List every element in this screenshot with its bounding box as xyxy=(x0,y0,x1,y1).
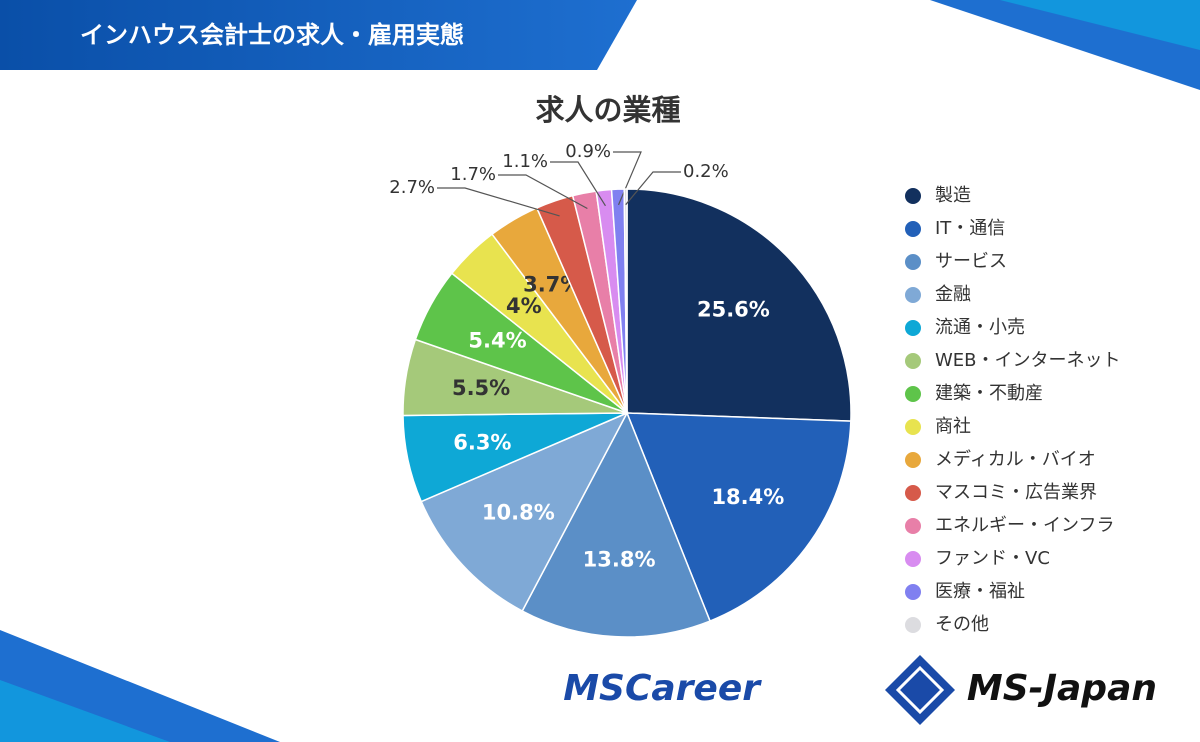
leader-line xyxy=(437,187,560,217)
legend-swatch xyxy=(905,353,921,369)
pie-slice xyxy=(623,188,628,414)
pie-slice xyxy=(521,411,712,638)
decor xyxy=(1000,0,1200,50)
legend-label: 建築・不動産 xyxy=(935,383,1043,404)
legend-label: 医療・福祉 xyxy=(935,581,1025,602)
data-label: 13.8% xyxy=(583,548,656,572)
legend-swatch xyxy=(905,518,921,534)
logo: MS-Japan xyxy=(967,668,1157,709)
legend-label: 金融 xyxy=(935,284,971,305)
pie-slice xyxy=(420,411,629,613)
data-label: 4% xyxy=(506,294,542,318)
leader-line xyxy=(625,171,681,206)
legend-swatch xyxy=(905,287,921,303)
data-label: 5.5% xyxy=(452,376,510,400)
pie-slice xyxy=(625,412,852,623)
leader-line xyxy=(550,161,606,207)
data-label: 0.9% xyxy=(565,141,611,162)
legend-swatch xyxy=(905,254,921,270)
chart-title: 求人の業種 xyxy=(535,93,680,127)
legend-label: ファンド・VC xyxy=(935,548,1050,569)
legend-swatch xyxy=(905,221,921,237)
legend-swatch xyxy=(905,188,921,204)
legend-label: その他 xyxy=(935,614,989,635)
data-label: 1.1% xyxy=(502,151,548,172)
data-label: 25.6% xyxy=(697,297,770,321)
legend-label: WEB・インターネット xyxy=(935,350,1121,371)
header-title: インハウス会計士の求人・雇用実態 xyxy=(80,21,464,49)
data-label: 0.2% xyxy=(683,161,729,182)
data-label: 2.7% xyxy=(389,177,435,198)
legend-swatch xyxy=(905,452,921,468)
legend-label: サービス xyxy=(935,251,1007,272)
legend-swatch xyxy=(905,584,921,600)
legend-swatch xyxy=(905,551,921,567)
leader-line xyxy=(613,151,642,206)
legend-swatch xyxy=(905,386,921,402)
data-label: 1.7% xyxy=(450,164,496,185)
data-label: 10.8% xyxy=(482,500,555,524)
logo: MSCareer xyxy=(563,668,762,709)
data-label: 6.3% xyxy=(453,431,511,455)
legend-label: エネルギー・インフラ xyxy=(935,515,1114,536)
data-label: 18.4% xyxy=(711,485,784,509)
legend-label: メディカル・バイオ xyxy=(935,449,1096,470)
decor xyxy=(0,680,170,742)
legend-label: 製造 xyxy=(935,185,971,206)
pie-slice xyxy=(626,188,852,422)
leader-line xyxy=(498,174,588,210)
data-label: 5.4% xyxy=(468,329,526,353)
legend-swatch xyxy=(905,485,921,501)
legend-swatch xyxy=(905,320,921,336)
legend-swatch xyxy=(905,617,921,633)
legend-label: 商社 xyxy=(935,416,971,437)
logo-mark xyxy=(885,655,955,725)
header-band xyxy=(0,0,637,70)
legend-label: マスコミ・広告業界 xyxy=(935,482,1097,503)
legend-swatch xyxy=(905,419,921,435)
legend-label: 流通・小売 xyxy=(935,317,1025,338)
legend-label: IT・通信 xyxy=(935,218,1005,239)
